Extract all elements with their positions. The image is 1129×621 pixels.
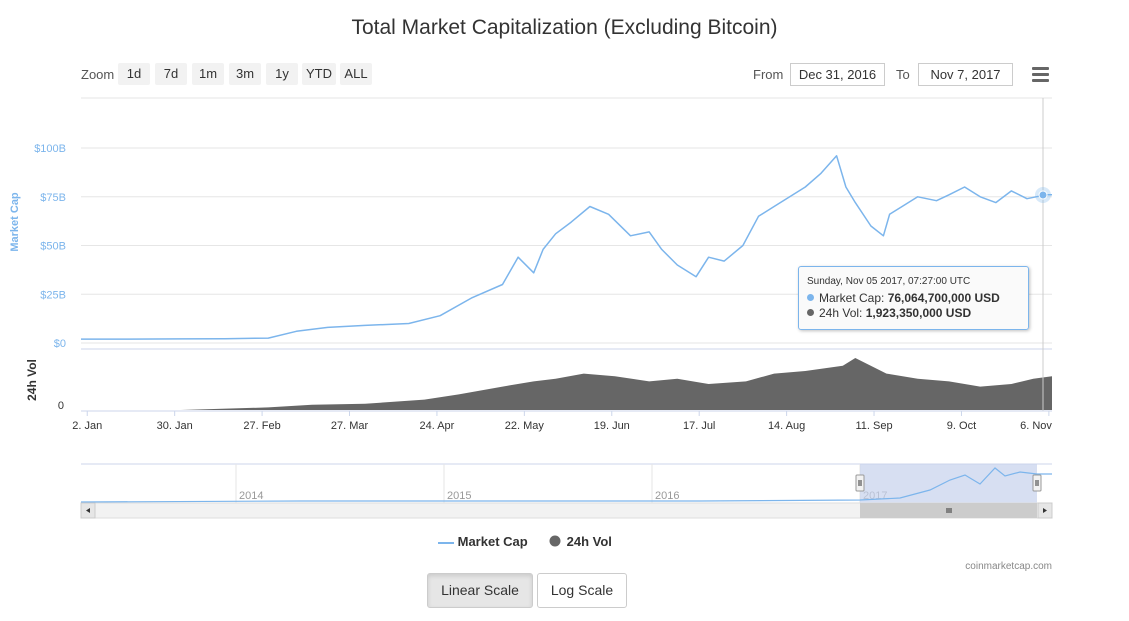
tooltip: Sunday, Nov 05 2017, 07:27:00 UTC Market…	[798, 266, 1029, 330]
market-cap-series	[81, 155, 1052, 340]
y-tick-label: $100B	[34, 143, 66, 155]
tooltip-volume-row: 24h Vol: 1,923,350,000 USD	[807, 306, 971, 320]
x-tick-label: 27. Feb	[243, 420, 280, 432]
line-legend-icon	[438, 541, 454, 544]
tooltip-market-cap-row: Market Cap: 76,064,700,000 USD	[807, 291, 1000, 305]
zoom-7d-button[interactable]: 7d	[155, 63, 187, 85]
x-tick-label: 14. Aug	[768, 420, 805, 432]
scroll-right-icon	[1043, 508, 1047, 513]
legend-volume-label: 24h Vol	[566, 534, 612, 549]
tooltip-volume-label: 24h Vol:	[819, 306, 863, 320]
x-tick-label: 27. Mar	[331, 420, 369, 432]
zoom-all-button[interactable]: ALL	[340, 63, 372, 85]
zoom-3m-button[interactable]: 3m	[229, 63, 261, 85]
zoom-label: Zoom	[81, 67, 115, 82]
tooltip-market-cap-label: Market Cap:	[819, 291, 885, 305]
volume-axis-title: 24h Vol	[25, 359, 39, 401]
x-tick-label: 22. May	[505, 420, 545, 432]
market-cap-axis-title: Market Cap	[9, 192, 21, 252]
x-tick-label: 17. Jul	[683, 420, 715, 432]
chart-title: Total Market Capitalization (Excluding B…	[351, 16, 778, 39]
x-tick-label: 2. Jan	[72, 420, 102, 432]
volume-area	[81, 358, 1052, 410]
from-label: From	[753, 67, 784, 82]
zoom-1m-button[interactable]: 1m	[192, 63, 224, 85]
zoom-1d-button[interactable]: 1d	[118, 63, 150, 85]
zoom-1y-button[interactable]: 1y	[266, 63, 298, 85]
navigator-right-handle[interactable]	[1032, 474, 1042, 492]
volume-series	[81, 358, 1052, 410]
x-tick-label: 11. Sep	[855, 420, 892, 432]
zoom-ytd-button[interactable]: YTD	[302, 63, 336, 85]
x-axis-ticks: 2. Jan 30. Jan 27. Feb 27. Mar 24. Apr 22. Ma…	[72, 411, 1052, 432]
grid-lines	[81, 97, 1052, 344]
legend-volume[interactable]: 24h Vol	[549, 534, 612, 549]
tooltip-header: Sunday, Nov 05 2017, 07:27:00 UTC	[807, 276, 971, 287]
scrollbar[interactable]	[80, 502, 1053, 519]
volume-zero-label: 0	[58, 400, 64, 412]
y-tick-label: $0	[54, 338, 66, 350]
log-scale-button[interactable]: Log Scale	[537, 573, 627, 608]
navigator-series	[80, 467, 1052, 503]
y-axis-labels: $0 $25B $50B $75B $100B	[34, 143, 66, 350]
tooltip-market-cap-value: 76,064,700,000 USD	[887, 291, 1000, 305]
y-tick-label: $75B	[40, 192, 66, 204]
hover-point	[1038, 190, 1048, 200]
x-tick-label: 19. Jun	[594, 420, 630, 432]
y-tick-label: $50B	[40, 241, 66, 253]
legend-market-cap[interactable]: Market Cap	[438, 534, 528, 549]
volume-dot-icon	[807, 309, 814, 316]
navigator-year-grid: 2014201520162017	[235, 464, 887, 503]
scroll-left-icon	[86, 508, 90, 513]
navigator-year-label: 2015	[447, 490, 471, 502]
x-tick-label: 9. Oct	[947, 420, 976, 432]
to-label: To	[896, 67, 910, 82]
to-date-input[interactable]: Nov 7, 2017	[918, 63, 1013, 86]
linear-scale-button[interactable]: Linear Scale	[427, 573, 533, 608]
market-cap-line	[81, 155, 1052, 340]
credits-link[interactable]: coinmarketcap.com	[965, 561, 1052, 572]
navigator-selected-range[interactable]	[860, 464, 1037, 503]
circle-legend-icon	[549, 535, 561, 547]
from-date-input[interactable]: Dec 31, 2016	[790, 63, 885, 86]
navigator-year-label: 2016	[655, 490, 679, 502]
y-tick-label: $25B	[40, 289, 66, 301]
x-tick-label: 6. Nov	[1020, 420, 1052, 432]
x-tick-label: 30. Jan	[157, 420, 193, 432]
navigator[interactable]: 2014201520162017	[80, 463, 1052, 503]
navigator-left-handle[interactable]	[855, 474, 865, 492]
hamburger-menu-icon[interactable]	[1032, 67, 1049, 82]
navigator-year-label: 2014	[239, 490, 263, 502]
legend-market-cap-label: Market Cap	[457, 534, 528, 549]
tooltip-volume-value: 1,923,350,000 USD	[865, 306, 972, 320]
x-tick-label: 24. Apr	[419, 420, 454, 432]
market-cap-dot-icon	[807, 294, 814, 301]
